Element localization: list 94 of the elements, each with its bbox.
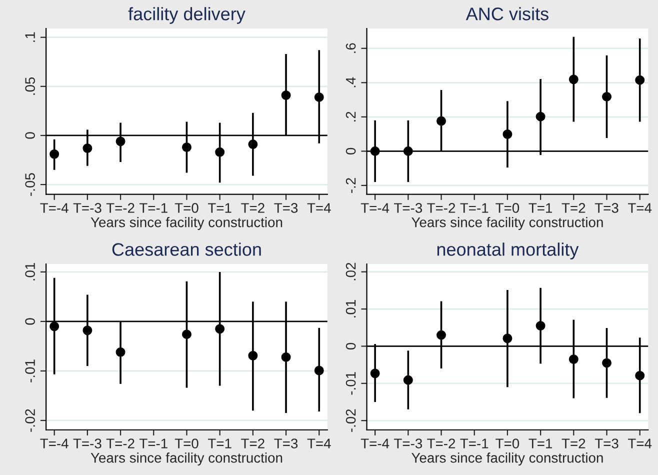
point — [568, 74, 578, 84]
x-tick-label: T=4 — [307, 438, 331, 448]
x-tick-label: T=4 — [628, 438, 652, 448]
x-tick-label: T=-3 — [394, 203, 422, 213]
x-axis-title: Years since facility construction — [90, 217, 282, 230]
point — [82, 143, 92, 153]
point — [116, 136, 126, 146]
x-tick-label: T=3 — [274, 203, 298, 213]
point — [281, 90, 291, 100]
point — [116, 347, 126, 357]
x-axis-title: Years since facility construction — [412, 217, 603, 230]
x-tick-label: T=1 — [528, 438, 552, 448]
x-tick-label: T=-4 — [40, 203, 68, 213]
point — [215, 147, 225, 157]
chart-title: facility delivery — [128, 7, 246, 24]
x-tick-label: T=-4 — [360, 438, 390, 448]
point — [248, 350, 258, 360]
y-tick-label: 0 — [346, 148, 356, 154]
point — [182, 142, 192, 152]
y-tick-label: .6 — [346, 43, 356, 53]
point — [635, 75, 645, 85]
point — [314, 92, 324, 102]
x-tick-label: T=-4 — [360, 203, 390, 213]
point — [403, 375, 413, 385]
point — [82, 326, 92, 336]
x-tick-label: T=-1 — [460, 438, 488, 448]
x-tick-label: T=1 — [208, 203, 232, 213]
y-tick-label: 0 — [346, 342, 356, 350]
x-tick-label: T=-2 — [106, 438, 134, 448]
y-tick-label: .02 — [346, 262, 356, 280]
chart-title: Caesarean section — [112, 242, 261, 256]
x-tick-label: T=-3 — [394, 438, 422, 448]
y-tick-label: .05 — [25, 77, 35, 95]
chart-title: ANC visits — [466, 7, 548, 20]
x-tick-label: T=-2 — [427, 438, 456, 448]
x-tick-label: T=0 — [174, 438, 198, 448]
point — [568, 354, 578, 364]
x-tick-label: T=0 — [496, 203, 520, 213]
point — [635, 370, 645, 380]
x-tick-label: T=4 — [628, 203, 652, 213]
x-axis-title: Years since facility construction — [90, 452, 282, 466]
x-tick-label: T=2 — [562, 203, 586, 213]
y-tick-label: -.02 — [346, 409, 356, 432]
x-tick-label: T=3 — [594, 438, 618, 448]
point — [436, 116, 446, 126]
x-tick-label: T=-2 — [106, 203, 134, 213]
point — [436, 330, 446, 340]
x-tick-label: T=2 — [241, 438, 264, 448]
point — [314, 366, 324, 376]
x-axis-title: Years since facility construction — [412, 452, 603, 466]
y-tick-label: .2 — [346, 112, 356, 122]
x-tick-label: T=2 — [562, 438, 586, 448]
y-tick-label: -.01 — [25, 360, 35, 382]
point — [370, 368, 380, 378]
x-tick-label: T=3 — [594, 203, 618, 213]
point — [602, 92, 612, 102]
x-tick-label: T=0 — [174, 203, 198, 213]
point — [215, 324, 225, 334]
point — [370, 146, 380, 156]
y-tick-label: .01 — [346, 300, 356, 318]
x-tick-label: T=-4 — [40, 438, 68, 448]
x-tick-label: T=-3 — [73, 203, 102, 213]
x-tick-label: T=-1 — [460, 203, 488, 213]
y-tick-label: .4 — [346, 77, 356, 88]
point — [502, 334, 512, 344]
point — [602, 358, 612, 368]
y-tick-label: .01 — [25, 262, 35, 280]
x-tick-label: T=-1 — [139, 203, 168, 213]
point — [50, 322, 60, 332]
x-tick-label: T=0 — [496, 438, 520, 448]
y-tick-label: -.01 — [346, 372, 356, 395]
point — [536, 112, 546, 122]
x-tick-label: T=-3 — [73, 438, 102, 448]
x-tick-label: T=1 — [208, 438, 232, 448]
x-tick-label: T=1 — [528, 203, 552, 213]
point — [182, 330, 192, 340]
y-tick-label: 0 — [25, 318, 35, 325]
y-tick-label: .1 — [25, 32, 35, 42]
point — [281, 352, 291, 362]
point — [502, 129, 512, 139]
y-tick-label: -.2 — [346, 178, 356, 193]
point — [536, 321, 546, 330]
x-tick-label: T=2 — [241, 203, 264, 213]
y-tick-label: 0 — [25, 132, 35, 139]
x-tick-label: T=3 — [274, 438, 298, 448]
point — [50, 149, 60, 159]
x-tick-label: T=-2 — [427, 203, 456, 213]
chart-title: neonatal mortality — [437, 242, 579, 260]
y-tick-label: -.02 — [25, 409, 35, 432]
y-tick-label: -.05 — [25, 173, 35, 196]
x-tick-label: T=-1 — [139, 438, 168, 448]
point — [248, 140, 258, 150]
x-tick-label: T=4 — [307, 203, 331, 213]
point — [403, 146, 413, 156]
